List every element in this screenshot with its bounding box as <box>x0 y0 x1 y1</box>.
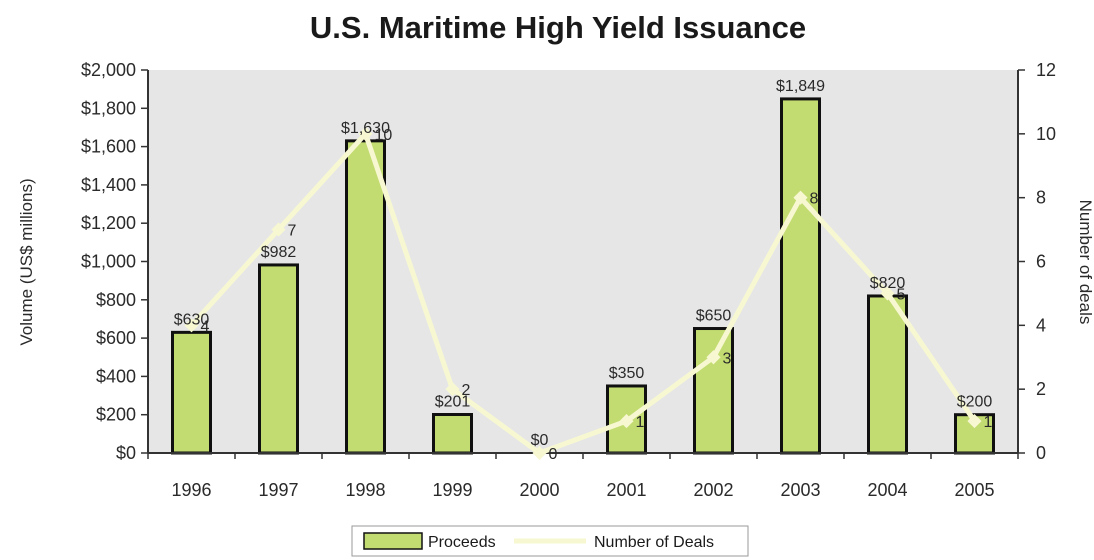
marker-number-of-deals <box>793 190 808 205</box>
y-tick-label: $0 <box>116 443 136 463</box>
marker-number-of-deals <box>619 414 634 429</box>
y-tick-label: $400 <box>96 366 136 386</box>
y2-tick-label: 12 <box>1036 60 1056 80</box>
marker-number-of-deals <box>880 286 895 301</box>
y-tick-label: $1,000 <box>81 252 136 272</box>
y-axis-label: Volume (US$ millions) <box>17 178 36 345</box>
data-label-deals: 2 <box>462 382 471 399</box>
marker-number-of-deals <box>445 382 460 397</box>
data-label-deals: 1 <box>636 414 645 431</box>
y-tick-label: $1,600 <box>81 137 136 157</box>
x-tick-label: 2003 <box>780 480 820 500</box>
data-label-deals: 0 <box>549 446 558 463</box>
data-label-deals: 7 <box>288 223 297 240</box>
y-tick-label: $800 <box>96 290 136 310</box>
chart-title: U.S. Maritime High Yield Issuance <box>310 10 806 45</box>
data-label-deals: 10 <box>375 127 393 144</box>
x-tick-label: 2005 <box>954 480 994 500</box>
y-tick-label: $200 <box>96 405 136 425</box>
y2-axis-label: Number of deals <box>1076 200 1094 325</box>
marker-number-of-deals <box>706 350 721 365</box>
bar-proceeds <box>171 330 212 455</box>
plot-area: $0 $200 $400 $600 $800 $1,000 $1,200 $1,400 $1,6… <box>81 60 1056 500</box>
y2-tick-label: 4 <box>1036 315 1046 335</box>
data-label-proceeds: $350 <box>609 365 645 382</box>
data-label-deals: 3 <box>723 350 732 367</box>
marker-number-of-deals <box>967 414 982 429</box>
legend-label-deals: Number of Deals <box>594 534 714 551</box>
y-tick-label: $1,800 <box>81 98 136 118</box>
data-label-deals: 5 <box>897 286 906 303</box>
data-label-proceeds: $982 <box>261 244 297 261</box>
data-label-proceeds: $1,630 <box>341 120 390 137</box>
data-label-deals: 8 <box>810 191 819 208</box>
bar-proceeds <box>693 327 734 455</box>
x-tick-label: 1998 <box>345 480 385 500</box>
x-tick-label: 2004 <box>867 480 907 500</box>
marker-number-of-deals <box>532 445 547 461</box>
bar-proceeds <box>867 294 908 455</box>
bar-proceeds <box>780 97 821 455</box>
y2-tick-label: 2 <box>1036 379 1046 399</box>
bar-proceeds <box>606 384 647 455</box>
data-label-proceeds: $0 <box>531 432 549 449</box>
y-tick-label: $1,400 <box>81 175 136 195</box>
x-tick-label: 2002 <box>693 480 733 500</box>
x-tick-label: 1997 <box>258 480 298 500</box>
y-tick-label: $2,000 <box>81 60 136 80</box>
legend-swatch-proceeds <box>363 532 423 550</box>
data-label-proceeds: $1,849 <box>776 78 825 95</box>
x-tick-label: 1996 <box>171 480 211 500</box>
data-label-deals: 1 <box>984 414 993 431</box>
legend: Proceeds Number of Deals <box>351 525 749 557</box>
data-label-deals: 4 <box>201 318 210 335</box>
y2-tick-label: 6 <box>1036 252 1046 272</box>
data-label-proceeds: $630 <box>174 311 210 328</box>
bar-proceeds <box>432 413 473 455</box>
y2-tick-label: 0 <box>1036 443 1046 463</box>
y2-tick-label: 8 <box>1036 188 1046 208</box>
data-label-proceeds: $201 <box>435 394 471 411</box>
legend-label-proceeds: Proceeds <box>428 534 496 551</box>
x-tick-label: 1999 <box>432 480 472 500</box>
marker-number-of-deals <box>184 318 199 333</box>
bar-proceeds <box>258 263 299 455</box>
data-label-proceeds: $650 <box>696 308 732 325</box>
line-number-of-deals <box>189 131 977 456</box>
data-label-proceeds: $200 <box>957 394 993 411</box>
x-tick-label: 2001 <box>606 480 646 500</box>
x-tick-label: 2000 <box>519 480 559 500</box>
data-label-proceeds: $820 <box>870 275 906 292</box>
y-tick-label: $600 <box>96 328 136 348</box>
marker-number-of-deals <box>271 222 286 237</box>
marker-number-of-deals <box>358 126 373 141</box>
bar-proceeds <box>345 139 386 455</box>
y2-tick-label: 10 <box>1036 124 1056 144</box>
y-tick-label: $1,200 <box>81 213 136 233</box>
